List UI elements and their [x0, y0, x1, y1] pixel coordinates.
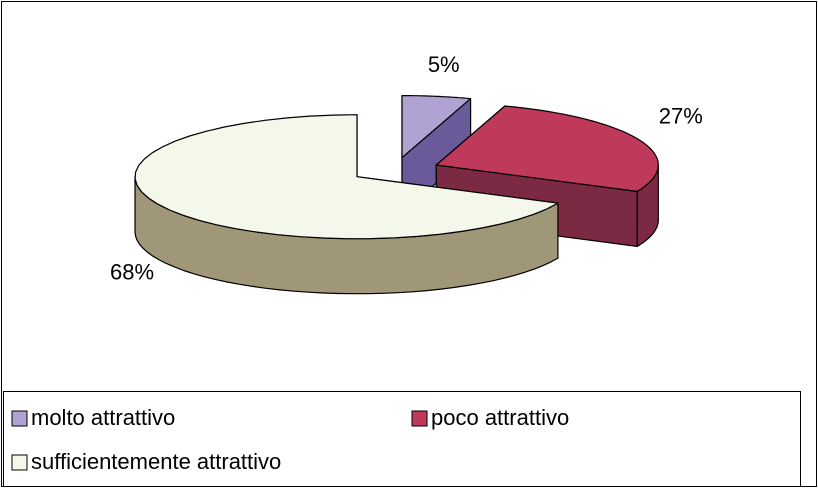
slice: [401, 95, 472, 159]
legend-box: [3, 391, 801, 487]
slice: [435, 105, 659, 192]
slice: [134, 114, 559, 240]
legend-label: sufficientemente attrattivo: [31, 449, 281, 474]
data-label: 27%: [659, 103, 703, 128]
data-label: 68%: [110, 259, 154, 284]
legend-swatch: [11, 454, 28, 471]
legend-swatch: [11, 410, 28, 427]
legend-label: molto attrattivo: [31, 405, 175, 430]
data-label: 5%: [428, 52, 460, 77]
legend-label: poco attrattivo: [431, 405, 569, 430]
legend-swatch: [411, 410, 428, 427]
